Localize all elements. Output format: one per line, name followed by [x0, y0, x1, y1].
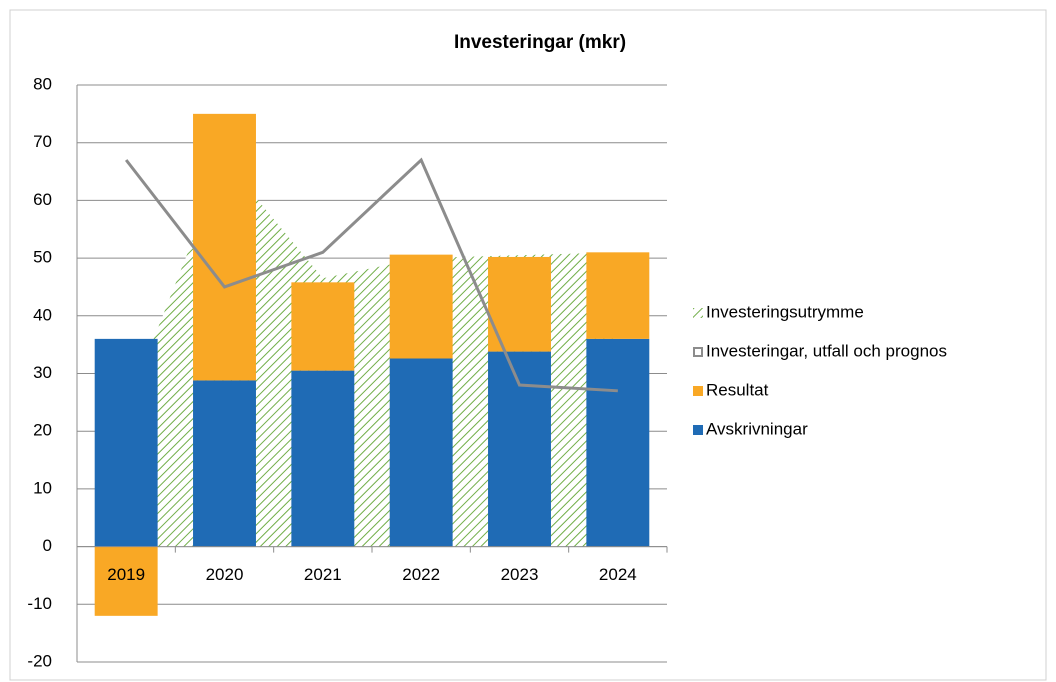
legend-label: Investeringar, utfall och prognos: [706, 341, 947, 360]
y-tick-label: 80: [33, 74, 52, 93]
legend-swatch: [693, 425, 703, 435]
y-tick-label: 50: [33, 248, 52, 267]
y-tick-label: -10: [27, 594, 52, 613]
x-tick-label: 2022: [402, 565, 440, 584]
bar: [94, 338, 158, 547]
bar: [586, 338, 650, 547]
bar: [389, 358, 453, 547]
legend-label: Resultat: [706, 380, 769, 399]
x-tick-label: 2021: [304, 565, 342, 584]
y-tick-label: 40: [33, 305, 52, 324]
legend-swatch: [693, 347, 703, 357]
y-tick-label: 70: [33, 132, 52, 151]
bar: [291, 282, 355, 371]
legend-label: Avskrivningar: [706, 419, 808, 438]
bar: [193, 113, 256, 381]
y-tick-label: 0: [43, 536, 52, 555]
x-tick-label: 2024: [599, 565, 637, 584]
bar: [586, 252, 650, 339]
chart-title: Investeringar (mkr): [454, 32, 626, 53]
line: [124, 157, 618, 393]
y-tick-label: 60: [33, 190, 52, 209]
x-tick-label: 2019: [107, 565, 145, 584]
y-tick-label: 20: [33, 421, 52, 440]
y-tick-label: 30: [33, 363, 52, 382]
y-tick-label: -20: [27, 651, 52, 670]
legend-swatch: [693, 386, 703, 396]
bar: [488, 351, 551, 547]
bar: [291, 370, 355, 547]
bar: [193, 380, 256, 547]
y-tick-label: 10: [33, 478, 52, 497]
x-tick-label: 2020: [206, 565, 244, 584]
legend-swatch: [693, 308, 703, 318]
legend-label: Investeringsutrymme: [706, 302, 864, 321]
x-tick-label: 2023: [501, 565, 539, 584]
bar: [94, 546, 158, 616]
bar: [389, 254, 453, 359]
